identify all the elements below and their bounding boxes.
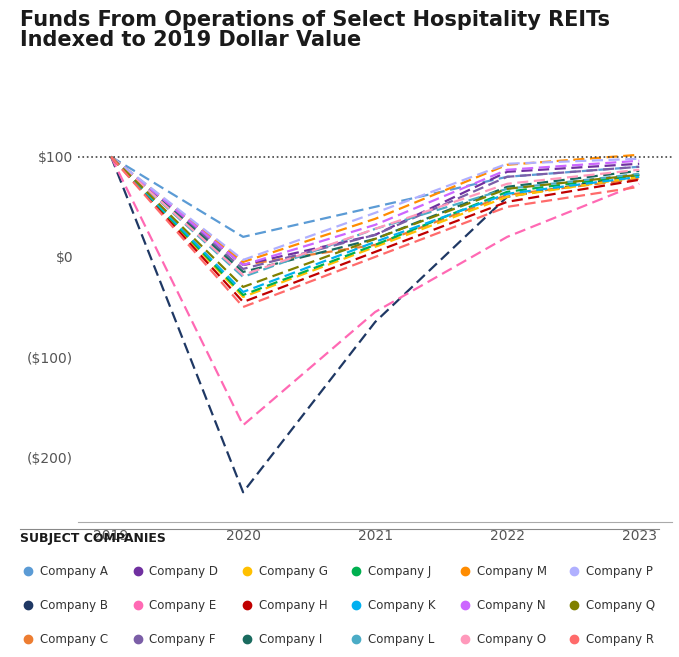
Text: Company D: Company D	[149, 564, 219, 578]
Text: Company L: Company L	[368, 633, 434, 646]
Text: Company P: Company P	[586, 564, 653, 578]
Text: Company M: Company M	[477, 564, 547, 578]
Text: SUBJECT COMPANIES: SUBJECT COMPANIES	[20, 532, 166, 545]
Text: Company J: Company J	[368, 564, 431, 578]
Text: Company N: Company N	[477, 599, 545, 612]
Text: Company Q: Company Q	[586, 599, 655, 612]
Text: Indexed to 2019 Dollar Value: Indexed to 2019 Dollar Value	[20, 30, 362, 49]
Text: Funds From Operations of Select Hospitality REITs: Funds From Operations of Select Hospital…	[20, 10, 610, 30]
Text: Company I: Company I	[259, 633, 323, 646]
Text: Company F: Company F	[149, 633, 216, 646]
Text: Company R: Company R	[586, 633, 654, 646]
Text: Company O: Company O	[477, 633, 546, 646]
Text: Company E: Company E	[149, 599, 217, 612]
Text: Company C: Company C	[40, 633, 108, 646]
Text: Company K: Company K	[368, 599, 435, 612]
Text: Company B: Company B	[40, 599, 108, 612]
Text: Company H: Company H	[259, 599, 327, 612]
Text: Company A: Company A	[40, 564, 108, 578]
Text: Company G: Company G	[259, 564, 328, 578]
